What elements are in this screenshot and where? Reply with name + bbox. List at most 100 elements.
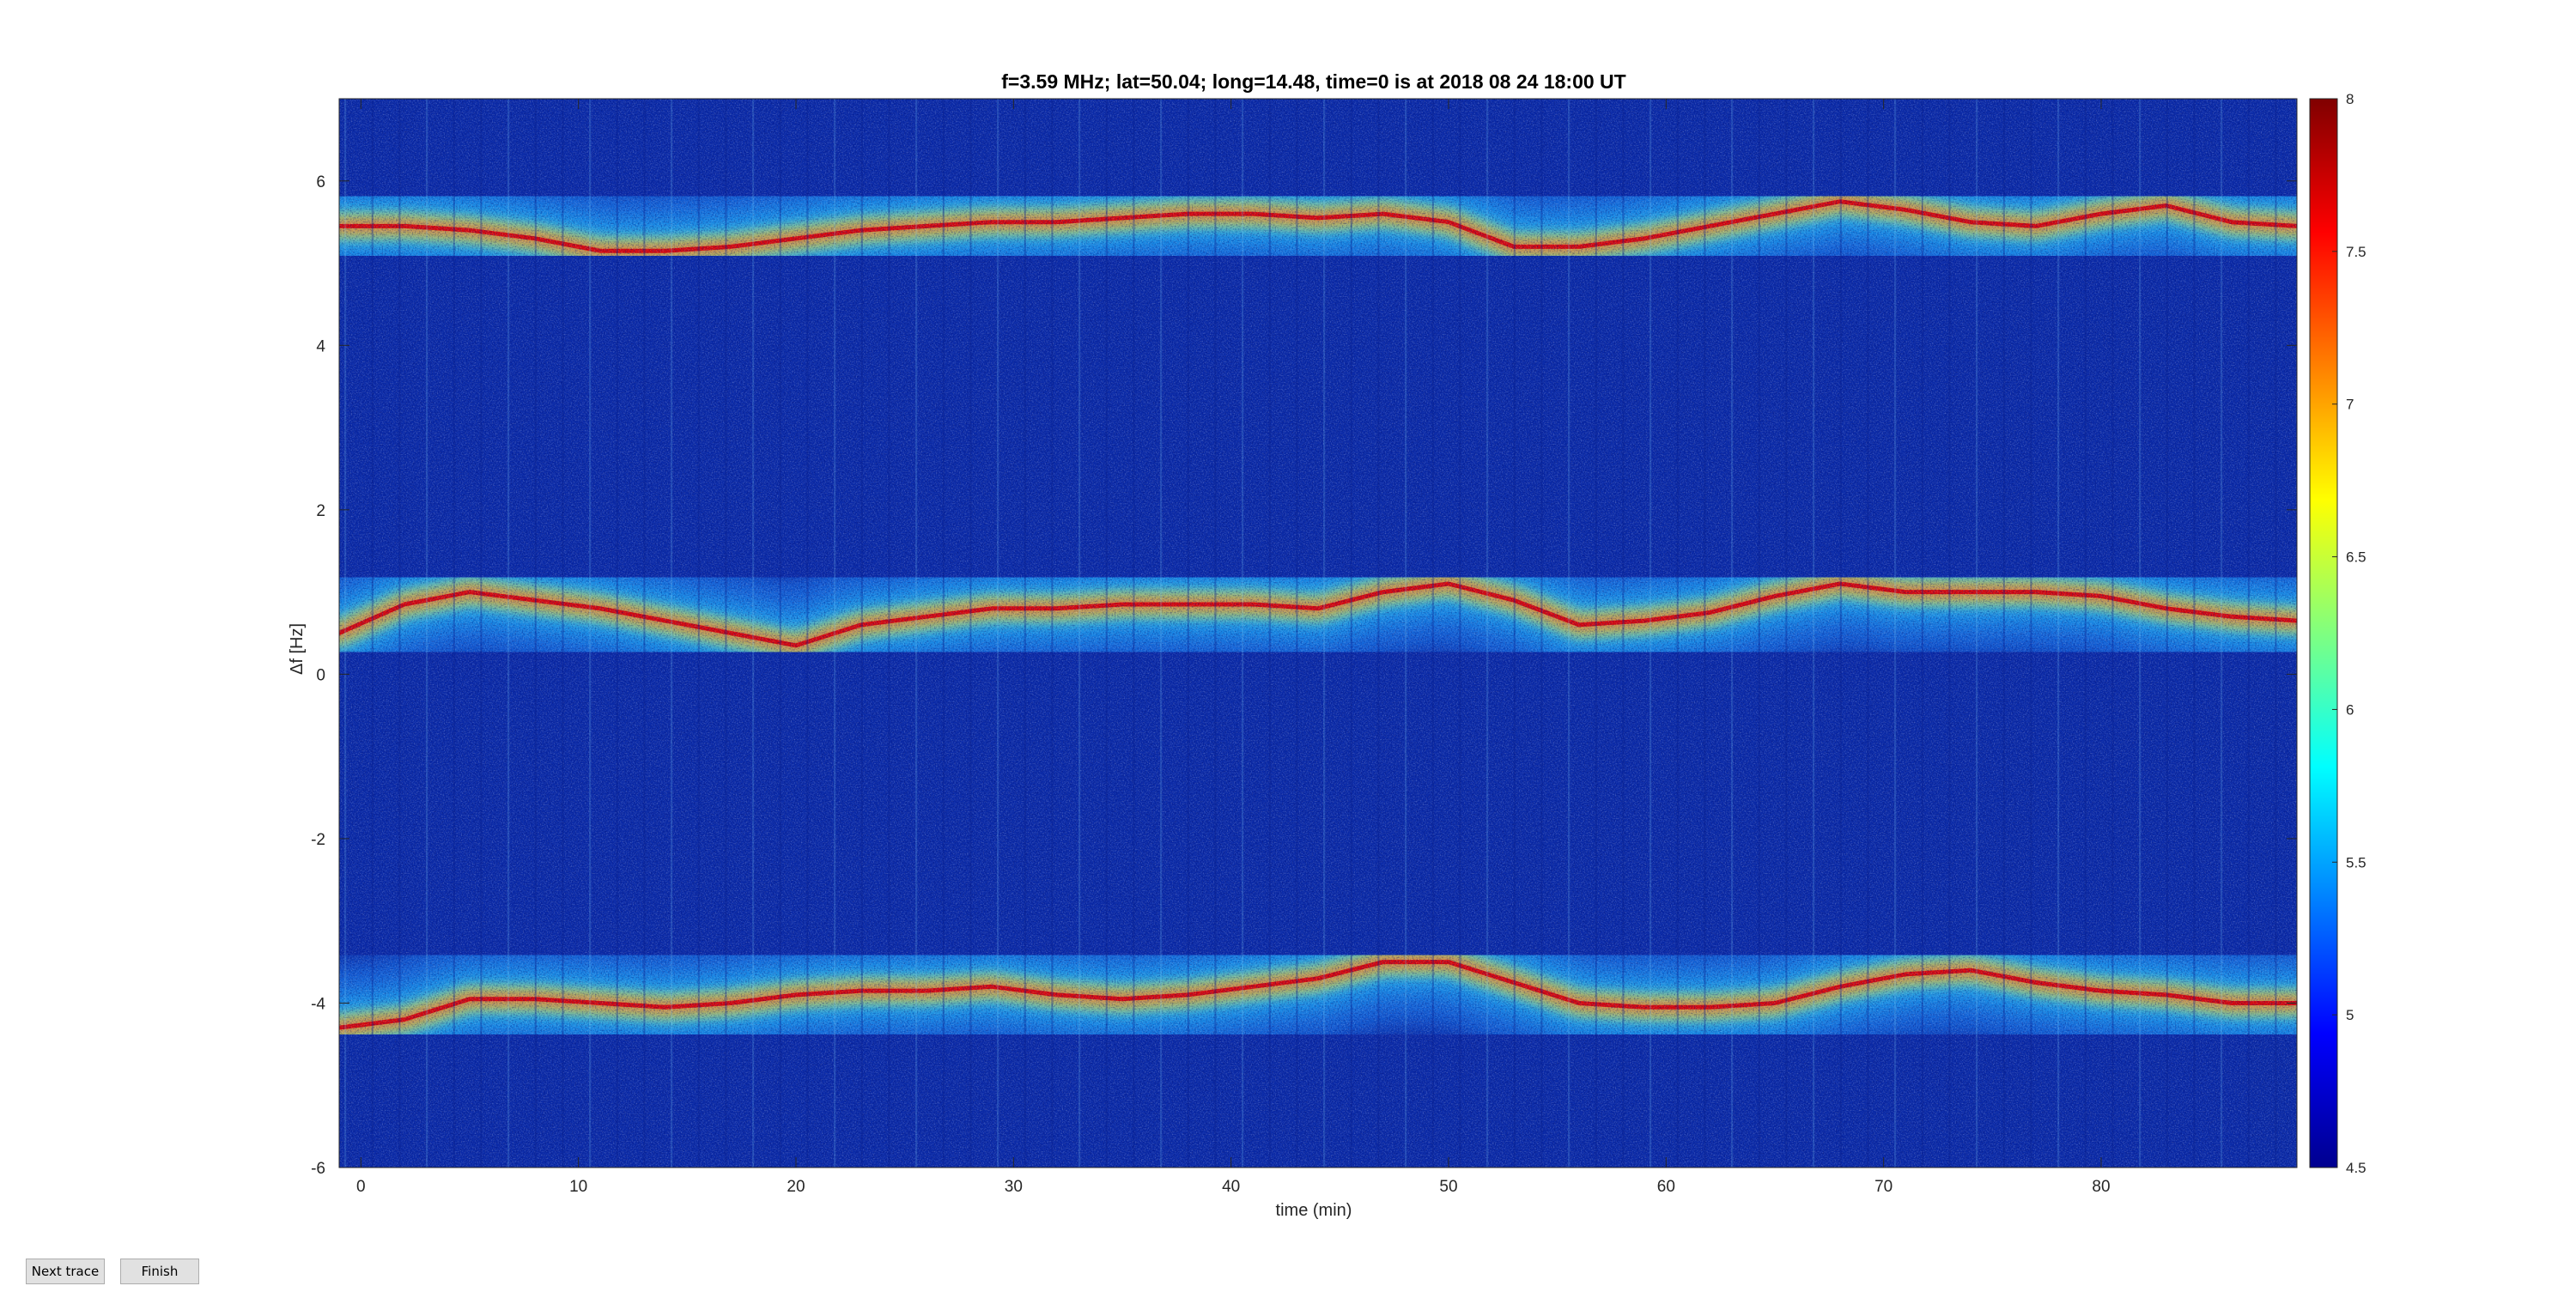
stripe (1459, 99, 1461, 1168)
x-axis: 0 10 20 30 40 50 60 70 80 (356, 99, 2111, 1196)
stripe (562, 99, 564, 1168)
stripe (2084, 99, 2087, 1168)
stripe (507, 99, 510, 1168)
x-tick-label: 80 (2092, 1178, 2110, 1196)
x-axis-label: time (min) (1276, 1201, 1352, 1220)
y-tick-label: 0 (316, 666, 325, 684)
x-tick-label: 30 (1005, 1178, 1023, 1196)
stripe (1486, 99, 1489, 1168)
stripe (1350, 99, 1352, 1168)
chart-title: f=3.59 MHz; lat=50.04; long=14.48, time=… (1001, 70, 1625, 93)
x-tick-label: 10 (569, 1178, 587, 1196)
vertical-stripes (344, 99, 2277, 1168)
stripe (616, 99, 618, 1168)
x-tick-label: 0 (356, 1178, 366, 1196)
stripe (1242, 99, 1244, 1168)
stripe (1431, 99, 1434, 1168)
colorbar-ticks: 4.5 5 5.5 6 6.5 7 7.5 8 (2332, 91, 2366, 1176)
stripe (453, 99, 455, 1168)
stripe (725, 99, 727, 1168)
stripe (1839, 99, 1842, 1168)
stripe (942, 99, 945, 1168)
stripe (915, 99, 918, 1168)
stripe (2221, 99, 2223, 1168)
colorbar-tick-label: 6 (2346, 701, 2354, 718)
colorbar-tick-label: 5.5 (2346, 854, 2366, 870)
stripe (1214, 99, 1217, 1168)
stripe (1948, 99, 1951, 1168)
stripe (779, 99, 781, 1168)
stripe (2057, 99, 2060, 1168)
stripe (344, 99, 347, 1168)
stripe (1785, 99, 1788, 1168)
x-tick-label: 60 (1657, 1178, 1675, 1196)
stripe (1568, 99, 1571, 1168)
colorbar-tick-label: 7.5 (2346, 244, 2366, 260)
colorbar-tick-label: 7 (2346, 397, 2354, 413)
stripe (2247, 99, 2250, 1168)
stripe (1894, 99, 1897, 1168)
stripe (697, 99, 700, 1168)
stripe (534, 99, 537, 1168)
stripe (2166, 99, 2168, 1168)
stripe (1078, 99, 1081, 1168)
stripe (480, 99, 483, 1168)
stripe (888, 99, 890, 1168)
noise-texture-dark (339, 99, 2297, 1168)
stripe (643, 99, 646, 1168)
colorbar-tick-label: 5 (2346, 1007, 2354, 1023)
stripe (860, 99, 863, 1168)
stripe (371, 99, 374, 1168)
stripe (1024, 99, 1026, 1168)
stripe (806, 99, 809, 1168)
stripe (1513, 99, 1516, 1168)
stripe (1160, 99, 1163, 1168)
next-trace-button[interactable]: Next trace (26, 1259, 105, 1284)
x-tick-label: 50 (1439, 1178, 1457, 1196)
stripe (752, 99, 755, 1168)
stripe (1296, 99, 1298, 1168)
stripe (1595, 99, 1597, 1168)
y-axis-label: Δf [Hz] (288, 623, 307, 675)
stripe (589, 99, 592, 1168)
stripe (1133, 99, 1135, 1168)
colorbar-tick-label: 8 (2346, 91, 2354, 107)
stripe (1105, 99, 1108, 1168)
stripe (1676, 99, 1679, 1168)
stripe (1649, 99, 1652, 1168)
colorbar: 4.5 5 5.5 6 6.5 7 7.5 8 (2309, 91, 2366, 1176)
plot-frame (338, 98, 2298, 1168)
stripe (1921, 99, 1923, 1168)
colorbar-scale (2309, 98, 2338, 1168)
stripe (2111, 99, 2114, 1168)
stripe (1187, 99, 1189, 1168)
stripe (1323, 99, 1326, 1168)
stripe (969, 99, 972, 1168)
y-axis: -6 -4 -2 0 2 4 6 (311, 173, 2297, 1178)
y-tick-label: -4 (311, 995, 325, 1013)
stripe (1731, 99, 1734, 1168)
stripe (1976, 99, 1978, 1168)
stripe (2139, 99, 2142, 1168)
stripe (1268, 99, 1271, 1168)
stripe (2030, 99, 2032, 1168)
finish-button[interactable]: Finish (120, 1259, 199, 1284)
stripe (1867, 99, 1869, 1168)
stripe (426, 99, 428, 1168)
plot-area (338, 98, 2298, 1168)
y-tick-label: 6 (316, 173, 325, 191)
stripe (1622, 99, 1625, 1168)
x-tick-label: 40 (1222, 1178, 1240, 1196)
stripe (997, 99, 999, 1168)
stripe (398, 99, 401, 1168)
stripe (2275, 99, 2277, 1168)
stripe (1377, 99, 1380, 1168)
colorbar-tick-label: 4.5 (2346, 1160, 2366, 1176)
y-tick-label: -6 (311, 1160, 325, 1178)
stripe (2193, 99, 2196, 1168)
stripe (1405, 99, 1407, 1168)
stripe (1758, 99, 1760, 1168)
stripe (1540, 99, 1543, 1168)
x-tick-label: 20 (787, 1178, 805, 1196)
